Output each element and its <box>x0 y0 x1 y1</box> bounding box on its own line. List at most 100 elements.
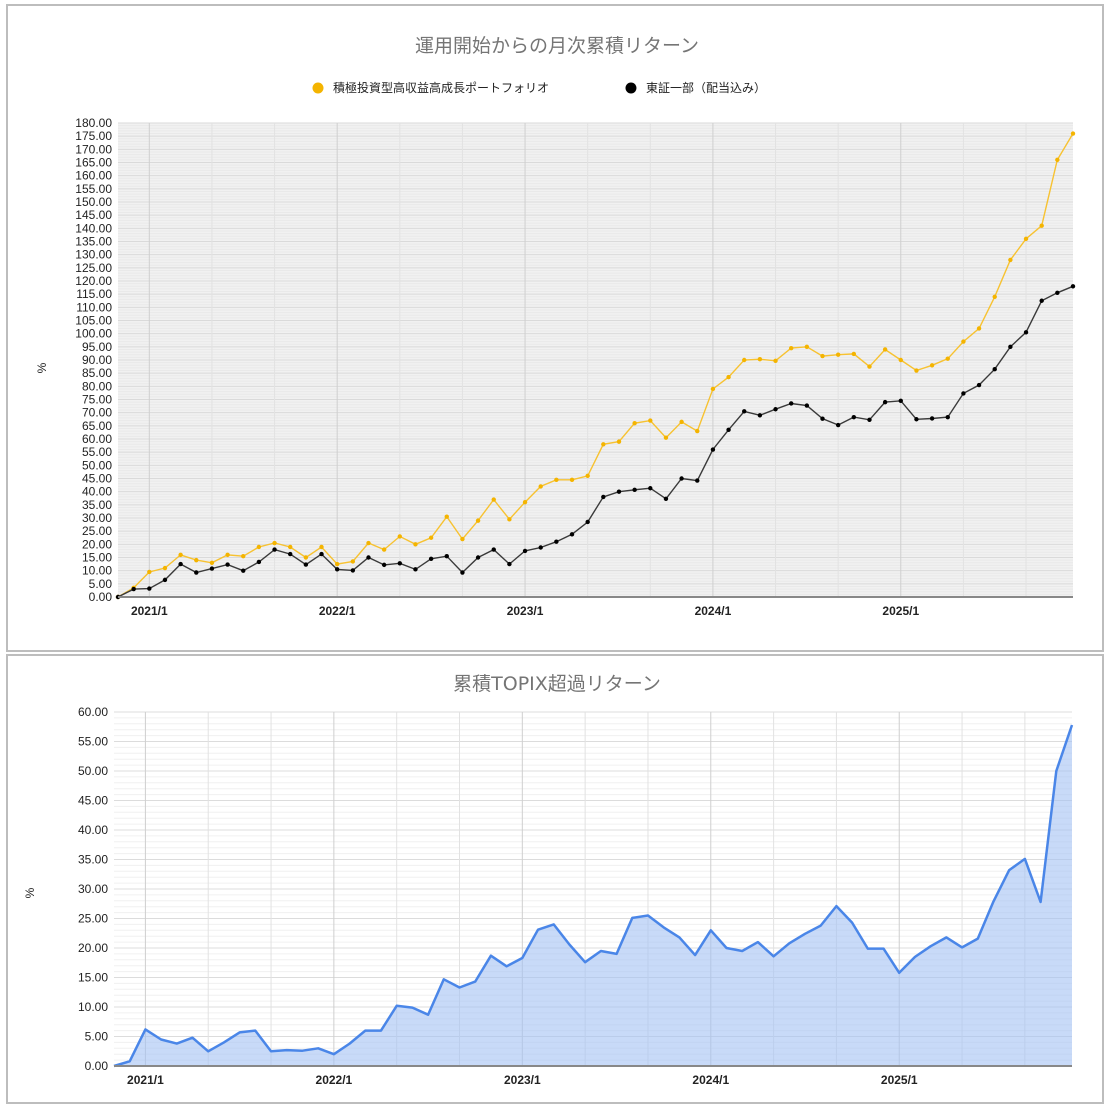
data-point <box>601 442 606 447</box>
data-point <box>288 544 293 550</box>
data-point <box>1023 236 1029 242</box>
legend-portfolio-label: 積極投資型高収益高成長ポートフォリオ <box>333 80 549 95</box>
y-tick-label: 165.00 <box>75 156 112 170</box>
y-tick-label: 175.00 <box>75 129 112 143</box>
y-tick-label: 10.00 <box>82 564 112 578</box>
data-point <box>820 416 825 421</box>
data-point <box>1008 344 1013 350</box>
data-point <box>1023 330 1029 335</box>
y-tick-label: 5.00 <box>89 577 113 591</box>
y-tick-label: 75.00 <box>82 393 112 407</box>
data-point <box>898 398 903 404</box>
y-tick-label: 85.00 <box>82 366 112 380</box>
y-tick-label: 90.00 <box>82 353 112 367</box>
y-tick-label: 95.00 <box>82 340 112 354</box>
data-point <box>695 478 700 483</box>
data-point <box>381 562 387 568</box>
x-tick-label: 2022/1 <box>319 604 356 618</box>
data-point <box>726 427 731 432</box>
data-point <box>820 353 825 359</box>
data-point <box>804 403 810 408</box>
data-point <box>914 417 919 422</box>
data-point <box>209 560 215 565</box>
data-point <box>288 551 293 557</box>
data-point <box>460 570 465 575</box>
data-point <box>648 418 653 423</box>
data-point <box>1008 257 1013 263</box>
y-tick-label: 120.00 <box>75 274 112 288</box>
data-point <box>428 556 434 562</box>
data-point <box>569 532 575 537</box>
data-point <box>1070 284 1076 289</box>
data-point <box>632 421 637 426</box>
y-tick-label: 160.00 <box>75 169 112 183</box>
data-point <box>444 553 449 559</box>
data-point <box>209 566 215 571</box>
data-point <box>241 568 246 573</box>
data-point <box>945 414 950 420</box>
data-point <box>851 414 857 420</box>
data-point <box>147 569 152 575</box>
data-point <box>804 344 810 350</box>
data-point <box>710 386 716 392</box>
data-point <box>961 391 966 396</box>
y-tick-label: 115.00 <box>76 287 112 301</box>
data-point <box>929 363 935 368</box>
data-point <box>835 352 841 357</box>
data-point <box>162 565 168 571</box>
data-point <box>726 374 731 380</box>
data-point <box>225 552 230 558</box>
data-point <box>1039 223 1044 228</box>
y-tick-label: 60.00 <box>82 432 112 446</box>
y-tick-label: 40.00 <box>82 485 112 499</box>
data-point <box>178 552 183 558</box>
y-tick-label: 25.00 <box>82 524 112 538</box>
data-point <box>194 570 199 575</box>
data-point <box>648 486 653 491</box>
data-point <box>413 542 418 547</box>
y-tick-label: 100.00 <box>75 327 112 341</box>
data-point <box>241 553 246 559</box>
data-point <box>788 401 794 406</box>
y-tick-label: 80.00 <box>82 379 112 393</box>
data-point <box>1039 298 1044 303</box>
data-point <box>663 496 669 501</box>
data-point <box>695 428 700 434</box>
data-point <box>319 551 324 557</box>
data-point <box>334 561 340 567</box>
data-point <box>632 487 637 493</box>
data-point <box>507 517 512 522</box>
data-point <box>366 540 371 546</box>
x-tick-label: 2024/1 <box>695 604 732 618</box>
data-point <box>757 413 763 418</box>
data-point <box>491 547 496 552</box>
data-point <box>569 477 575 483</box>
y-tick-label: 150.00 <box>75 195 112 209</box>
portfolio-line <box>117 133 1074 598</box>
data-point <box>522 548 528 554</box>
data-point <box>616 489 622 494</box>
data-point <box>413 567 418 572</box>
cumulative-return-chart: 運用開始からの月次累積リターン 積極投資型高収益高成長ポートフォリオ 東証一部（… <box>35 35 1076 618</box>
data-point <box>851 351 857 357</box>
x-tick-label: 2023/1 <box>507 604 544 618</box>
data-point <box>773 358 778 363</box>
data-point <box>585 519 590 525</box>
data-point <box>788 345 794 351</box>
data-point <box>976 326 982 331</box>
top-chart-legend: 積極投資型高収益高成長ポートフォリオ 東証一部（配当込み） <box>312 80 766 95</box>
data-point <box>475 518 481 523</box>
y-tick-label: 145.00 <box>75 208 112 222</box>
data-point <box>1055 157 1060 163</box>
data-point <box>1055 290 1060 296</box>
y-tick-label: 55.00 <box>82 445 112 459</box>
y-tick-label: 170.00 <box>75 142 112 156</box>
data-point <box>303 562 309 567</box>
y-tick-label: 20.00 <box>82 537 112 551</box>
y-tick-label: 130.00 <box>75 248 112 262</box>
data-point <box>742 409 747 414</box>
data-point <box>961 339 966 344</box>
data-point <box>742 357 747 363</box>
data-point <box>522 500 528 505</box>
data-point <box>131 586 136 592</box>
